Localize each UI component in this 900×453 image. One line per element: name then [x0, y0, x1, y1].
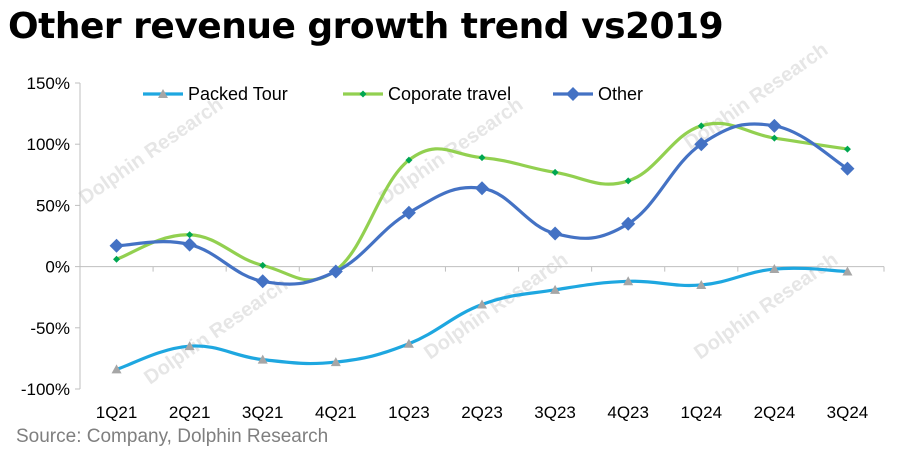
data-point-other [840, 161, 855, 176]
data-point-packed-tour [257, 354, 268, 364]
data-point-coporate-travel [478, 154, 486, 162]
data-point-other [109, 238, 124, 253]
data-point-coporate-travel [624, 177, 632, 185]
series-line-other [114, 122, 850, 286]
watermark-text: Dolphin Research [680, 39, 832, 155]
data-point-coporate-travel [551, 168, 559, 176]
legend-item-packed-tour: Packed Tour [143, 84, 288, 104]
x-tick-label: 1Q23 [388, 403, 430, 422]
watermark-text: Dolphin Research [140, 274, 292, 390]
data-point-packed-tour [769, 264, 780, 274]
data-point-packed-tour [696, 279, 707, 289]
data-point-packed-tour [184, 341, 195, 351]
legend-item-other: Other [553, 84, 643, 104]
y-tick-label: 50% [36, 196, 70, 215]
x-tick-label: 3Q24 [827, 403, 869, 422]
data-point-coporate-travel [259, 261, 267, 269]
source-note: Source: Company, Dolphin Research [16, 426, 329, 447]
watermark-text: Dolphin Research [690, 249, 842, 365]
data-point-packed-tour [550, 284, 561, 294]
x-tick-label: 2Q24 [754, 403, 796, 422]
legend-marker-packed-tour [158, 89, 168, 98]
x-tick-label: 1Q24 [680, 403, 722, 422]
data-point-other [621, 216, 636, 231]
watermark-text: Dolphin Research [420, 249, 572, 365]
data-point-coporate-travel [113, 255, 121, 263]
legend-label-other: Other [598, 84, 643, 104]
legend-item-coporate-travel: Coporate travel [343, 84, 511, 104]
data-point-other [182, 237, 197, 252]
legend-label-coporate-travel: Coporate travel [388, 84, 511, 104]
data-point-other [548, 226, 563, 241]
watermark-text: Dolphin Research [75, 94, 227, 210]
data-point-other [767, 118, 782, 133]
data-point-packed-tour [403, 338, 414, 348]
series-other [109, 118, 855, 289]
legend-label-packed-tour: Packed Tour [188, 84, 288, 104]
data-point-coporate-travel [186, 231, 194, 239]
y-tick-label: 150% [27, 74, 70, 93]
data-point-packed-tour [477, 299, 487, 309]
y-tick-label: 100% [27, 135, 70, 154]
page-title: Other revenue growth trend vs2019 [8, 6, 724, 47]
series-line-coporate-travel [114, 121, 850, 282]
data-point-packed-tour [623, 276, 634, 286]
data-point-packed-tour [330, 357, 341, 367]
data-point-other [475, 181, 489, 196]
y-tick-label: -100% [21, 380, 70, 399]
data-point-packed-tour [842, 266, 853, 276]
x-tick-label: 1Q21 [96, 403, 138, 422]
series-coporate-travel [113, 121, 851, 282]
x-tick-label: 3Q21 [242, 403, 284, 422]
x-tick-label: 4Q23 [607, 403, 649, 422]
data-point-other [694, 137, 709, 152]
series-layer [109, 118, 855, 374]
data-point-packed-tour [111, 364, 122, 374]
x-tick-label: 3Q23 [534, 403, 576, 422]
data-point-other [328, 264, 343, 279]
legend-marker-other [566, 87, 580, 101]
y-tick-label: -50% [30, 319, 70, 338]
x-tick-label: 2Q23 [461, 403, 503, 422]
legend: Packed Tour Coporate travel Other [143, 84, 643, 104]
data-point-coporate-travel [405, 156, 413, 164]
data-point-coporate-travel [697, 122, 705, 130]
data-point-other [401, 205, 416, 220]
data-point-coporate-travel [843, 145, 851, 153]
data-point-coporate-travel [770, 134, 778, 142]
legend-marker-coporate-travel [359, 90, 367, 98]
data-point-other [255, 274, 270, 289]
x-tick-label: 2Q21 [169, 403, 211, 422]
axes: 150% 100% 50% 0% -50% -100% 1Q21 2Q21 3Q21 4Q21 1Q… [21, 74, 885, 422]
x-tick-label: 4Q21 [315, 403, 357, 422]
y-tick-label: 0% [45, 258, 70, 277]
series-packed-tour [111, 264, 853, 374]
